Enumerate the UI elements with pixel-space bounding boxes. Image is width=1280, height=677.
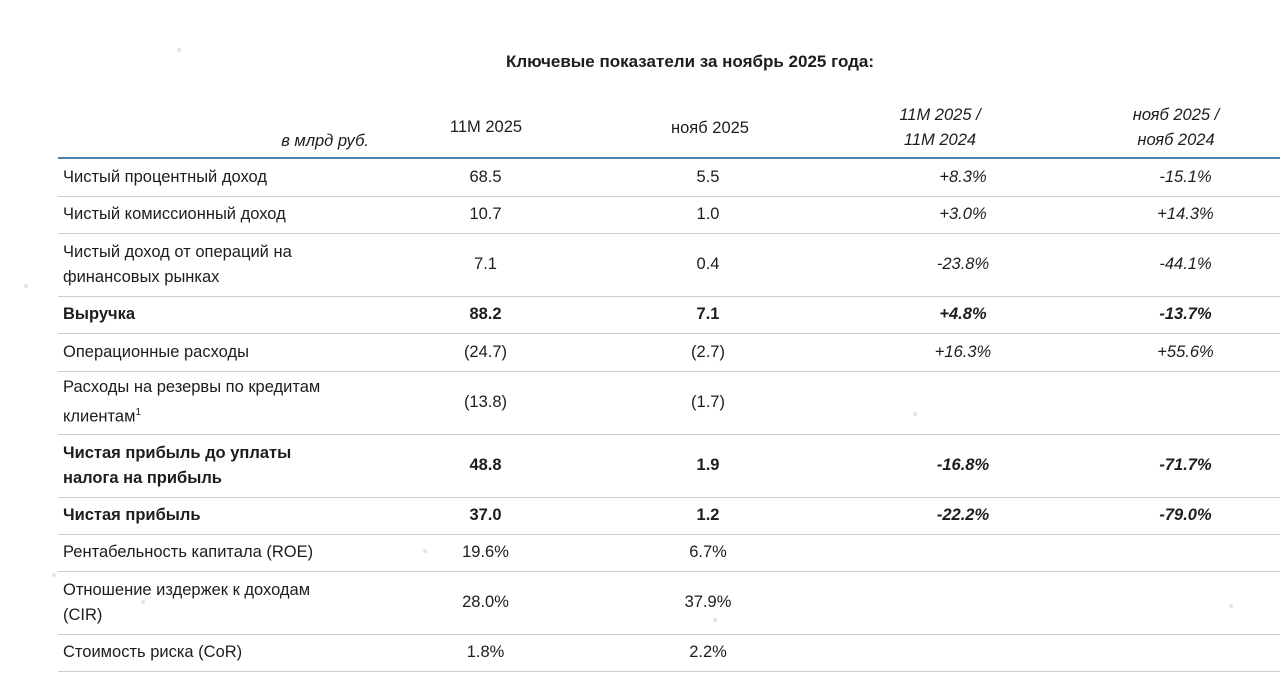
background-dot: [52, 573, 56, 577]
table-row: Чистая прибыль до уплаты налога на прибы…: [58, 434, 1280, 498]
row-label-line2-wrap: клиентам1: [63, 400, 398, 430]
change-nov: -13.7%: [1083, 296, 1280, 334]
background-dot: [1229, 604, 1233, 608]
row-label: Рентабельность капитала (ROE): [58, 534, 398, 572]
value-11m-2025: 1.8%: [398, 634, 573, 672]
change-11m: [843, 571, 1083, 635]
change-nov: [1083, 371, 1280, 435]
change-nov: [1083, 634, 1280, 672]
row-label-line2: клиентам: [63, 407, 136, 426]
change-nov: [1083, 534, 1280, 572]
change-nov: -15.1%: [1083, 157, 1280, 197]
key-indicators-table: Чистый процентный доход 68.5 5.5 +8.3% -…: [58, 157, 1280, 672]
background-dot: [141, 600, 145, 604]
value-11m-2025: 37.0: [398, 497, 573, 535]
table-row: Чистый комиссионный доход 10.7 1.0 +3.0%…: [58, 196, 1280, 234]
change-nov: [1083, 571, 1280, 635]
value-nov-2025: 1.9: [573, 434, 843, 498]
row-label: Отношение издержек к доходам (CIR): [58, 571, 398, 635]
value-11m-2025: 28.0%: [398, 571, 573, 635]
table-row: Расходы на резервы по кредитам клиентам1…: [58, 371, 1280, 435]
row-label-line2: финансовых рынках: [63, 267, 220, 286]
table-row: Чистый доход от операций на финансовых р…: [58, 233, 1280, 297]
col-header-11m-yoy-line2: 11М 2024: [903, 131, 977, 149]
change-11m: [843, 371, 1083, 435]
change-11m: -16.8%: [843, 434, 1083, 498]
row-label-line1: Чистая прибыль до уплаты: [63, 443, 292, 462]
col-header-nov-yoy: нояб 2025 / нояб 2024: [1096, 103, 1256, 153]
table-row: Стоимость риска (CoR) 1.8% 2.2%: [58, 634, 1280, 672]
change-11m: -22.2%: [843, 497, 1083, 535]
change-11m: -23.8%: [843, 233, 1083, 297]
value-nov-2025: 7.1: [573, 296, 843, 334]
value-nov-2025: 2.2%: [573, 634, 843, 672]
change-nov: +55.6%: [1083, 333, 1280, 372]
row-label: Выручка: [58, 296, 398, 334]
row-label: Чистая прибыль: [58, 497, 398, 535]
table-row: Чистый процентный доход 68.5 5.5 +8.3% -…: [58, 157, 1280, 197]
background-dot: [713, 618, 717, 622]
value-nov-2025: 1.0: [573, 196, 843, 234]
col-header-11m-yoy: 11М 2025 / 11М 2024: [860, 103, 1020, 153]
row-label-line1: Отношение издержек к доходам: [63, 580, 311, 599]
background-dot: [177, 48, 181, 52]
value-nov-2025: 0.4: [573, 233, 843, 297]
row-label: Расходы на резервы по кредитам клиентам1: [58, 371, 398, 435]
change-nov: +14.3%: [1083, 196, 1280, 234]
change-nov: -79.0%: [1083, 497, 1280, 535]
value-11m-2025: 68.5: [398, 157, 573, 197]
row-label: Чистый доход от операций на финансовых р…: [58, 233, 398, 297]
value-11m-2025: 10.7: [398, 196, 573, 234]
col-header-nov-yoy-line2: нояб 2024: [1137, 131, 1215, 149]
row-label-line1: Расходы на резервы по кредитам: [63, 378, 321, 397]
change-11m: [843, 534, 1083, 572]
change-11m: +4.8%: [843, 296, 1083, 334]
change-nov: -71.7%: [1083, 434, 1280, 498]
row-label: Чистый процентный доход: [58, 157, 398, 197]
value-nov-2025: 6.7%: [573, 534, 843, 572]
col-header-11m-2025: 11М 2025: [449, 118, 523, 136]
table-row: Рентабельность капитала (ROE) 19.6% 6.7%: [58, 534, 1280, 572]
table-row: Отношение издержек к доходам (CIR) 28.0%…: [58, 571, 1280, 635]
value-11m-2025: 48.8: [398, 434, 573, 498]
value-nov-2025: 5.5: [573, 157, 843, 197]
value-nov-2025: (1.7): [573, 371, 843, 435]
change-11m: +16.3%: [843, 333, 1083, 372]
table-row: Чистая прибыль 37.0 1.2 -22.2% -79.0%: [58, 497, 1280, 535]
row-label: Чистая прибыль до уплаты налога на прибы…: [58, 434, 398, 498]
row-label: Стоимость риска (CoR): [58, 634, 398, 672]
background-dot: [913, 412, 917, 416]
row-label-line1: Чистый доход от операций на: [63, 242, 292, 261]
value-11m-2025: (13.8): [398, 371, 573, 435]
value-11m-2025: 88.2: [398, 296, 573, 334]
change-11m: +8.3%: [843, 157, 1083, 197]
row-label-line2: (CIR): [63, 605, 103, 624]
change-nov: -44.1%: [1083, 233, 1280, 297]
footnote-mark: 1: [135, 407, 141, 419]
value-nov-2025: 37.9%: [573, 571, 843, 635]
background-dot: [423, 549, 427, 553]
col-header-11m-yoy-line1: 11М 2025 /: [899, 106, 981, 124]
table-row: Операционные расходы (24.7) (2.7) +16.3%…: [58, 333, 1280, 372]
row-label: Операционные расходы: [58, 333, 398, 372]
unit-label: в млрд руб.: [281, 132, 369, 150]
table-title: Ключевые показатели за ноябрь 2025 года:: [505, 52, 875, 71]
background-dot: [24, 284, 28, 288]
value-nov-2025: 1.2: [573, 497, 843, 535]
row-label: Чистый комиссионный доход: [58, 196, 398, 234]
col-header-nov-2025: нояб 2025: [671, 119, 749, 137]
value-11m-2025: 19.6%: [398, 534, 573, 572]
col-header-nov-yoy-line1: нояб 2025 /: [1132, 106, 1220, 124]
row-label-line2: налога на прибыль: [63, 468, 222, 487]
change-11m: [843, 634, 1083, 672]
value-11m-2025: (24.7): [398, 333, 573, 372]
value-nov-2025: (2.7): [573, 333, 843, 372]
change-11m: +3.0%: [843, 196, 1083, 234]
value-11m-2025: 7.1: [398, 233, 573, 297]
table-row: Выручка 88.2 7.1 +4.8% -13.7%: [58, 296, 1280, 334]
